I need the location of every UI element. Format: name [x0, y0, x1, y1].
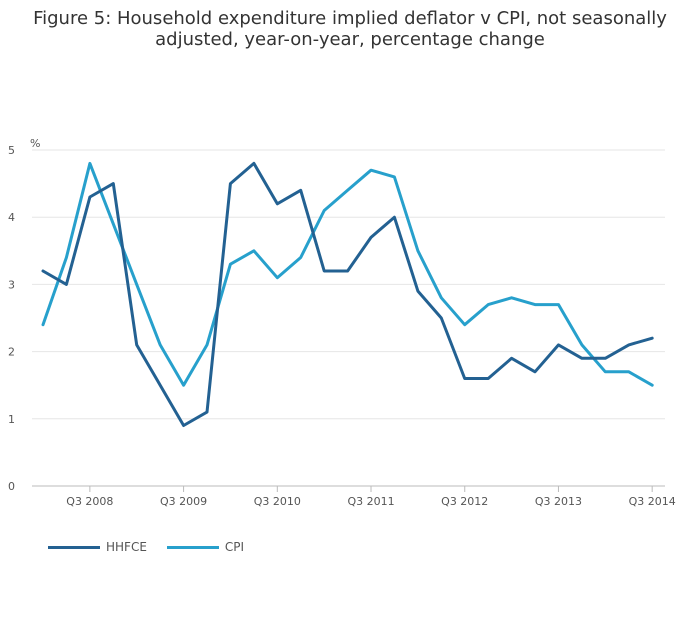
legend-item-cpi[interactable]: CPI	[166, 540, 245, 554]
x-tick-label: Q3 2014	[629, 495, 676, 508]
legend-swatch-cpi	[166, 545, 219, 549]
series-line-cpi	[41, 161, 654, 387]
x-tick-label: Q3 2012	[441, 495, 488, 508]
legend-item-hhfce[interactable]: HHFCE	[48, 540, 147, 554]
y-tick-label: 1	[8, 413, 15, 426]
legend-label-hhfce: HHFCE	[106, 540, 147, 554]
y-tick-label: 4	[8, 211, 15, 224]
y-tick-label: 0	[8, 480, 15, 493]
legend: HHFCE CPI	[48, 540, 264, 554]
y-axis-label: %	[30, 137, 40, 150]
x-tick-label: Q3 2013	[535, 495, 582, 508]
legend-label-cpi: CPI	[224, 540, 245, 554]
x-tick-label: Q3 2009	[160, 495, 207, 508]
legend-swatch-hhfce	[48, 545, 100, 549]
x-tick-label: Q3 2008	[66, 495, 113, 508]
y-tick-label: 2	[8, 346, 15, 359]
y-tick-label: 5	[8, 144, 15, 157]
y-tick-label: 3	[8, 278, 15, 291]
x-tick-label: Q3 2011	[347, 495, 394, 508]
x-tick-label: Q3 2010	[254, 495, 301, 508]
chart-title: Figure 5: Household expenditure implied …	[33, 8, 667, 50]
series-line-hhfce	[41, 161, 654, 427]
